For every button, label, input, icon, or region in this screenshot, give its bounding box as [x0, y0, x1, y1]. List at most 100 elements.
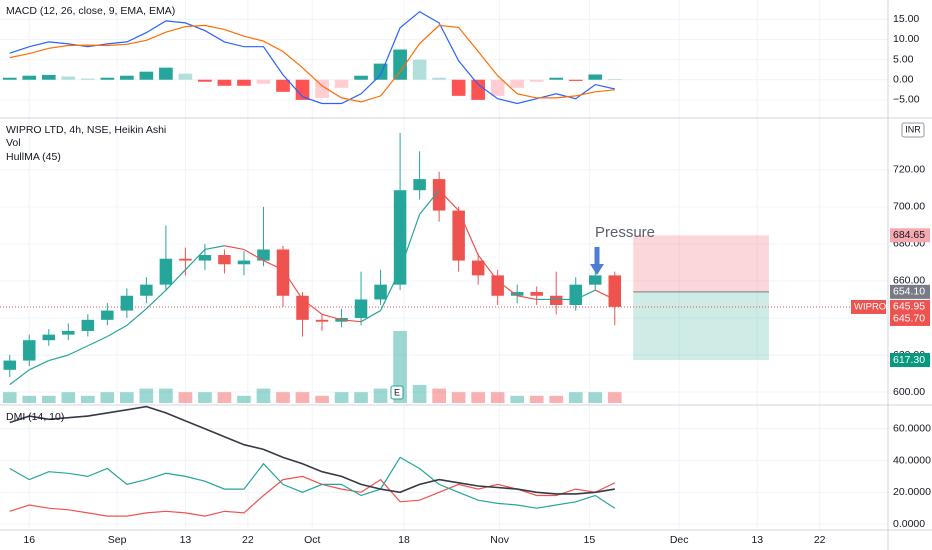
price-tag	[890, 228, 930, 243]
volume-bar	[315, 395, 329, 403]
volume-bar	[139, 388, 154, 403]
y-tick-label: 700.00	[893, 201, 925, 213]
candle-body	[81, 319, 95, 331]
histogram-bar	[80, 78, 95, 80]
x-tick-label: 18	[398, 534, 410, 546]
volume-bar	[588, 392, 603, 403]
macd-title: MACD (12, 26, close, 9, EMA, EMA)	[6, 5, 175, 17]
histogram-bar	[471, 79, 485, 100]
y-tick-label: 60.0000	[893, 423, 931, 435]
candle-body	[413, 179, 426, 191]
candle-body	[452, 210, 465, 261]
volume-bar	[490, 392, 505, 403]
arrow-shaft	[594, 247, 600, 265]
histogram-bar	[120, 75, 134, 80]
candle-body	[3, 360, 17, 370]
currency-label[interactable]: INR	[905, 124, 921, 134]
candle-body	[198, 255, 212, 261]
candle-body	[315, 319, 329, 322]
y-tick-label: 40.0000	[893, 454, 931, 466]
hull-segment	[29, 360, 50, 371]
volume-bar	[529, 395, 544, 403]
hull-segment	[575, 289, 596, 301]
candle-body	[510, 292, 524, 296]
earnings-marker[interactable]	[390, 385, 404, 400]
histogram-bar	[432, 77, 446, 80]
histogram-bar	[139, 71, 154, 80]
x-tick-label: 15	[584, 534, 596, 546]
x-tick-label: 16	[23, 534, 35, 546]
hull-segment	[302, 298, 323, 315]
x-tick-label: Oct	[304, 534, 320, 546]
histogram-bar	[549, 77, 564, 80]
candle-body	[62, 330, 75, 335]
hull-segment	[594, 289, 616, 301]
hull-segment	[282, 269, 304, 300]
histogram-bar	[373, 63, 388, 80]
currency-box[interactable]	[901, 122, 925, 138]
price-tag	[890, 353, 930, 368]
y-tick-label: 600.00	[893, 386, 925, 398]
x-tick-label: 22	[814, 534, 826, 546]
x-tick-label: 13	[751, 534, 763, 546]
volume-bar	[217, 392, 232, 403]
histogram-bar	[412, 59, 427, 80]
dmi-title: DMI (14, 10)	[6, 411, 64, 423]
candle-body	[432, 179, 446, 211]
volume-bar	[120, 392, 134, 403]
histogram-bar	[315, 79, 329, 98]
hull-segment	[224, 245, 245, 251]
volume-bar	[61, 392, 76, 403]
hull-segment	[458, 210, 479, 256]
y-tick-label: 0.0000	[893, 518, 925, 530]
price-tag	[890, 284, 930, 299]
hull-segment	[517, 295, 537, 301]
marks	[0, 10, 888, 517]
histogram-bar	[393, 49, 407, 80]
hull-segment	[341, 319, 362, 323]
target-zone	[633, 235, 769, 292]
volume-bar	[295, 392, 310, 403]
hull-segment	[438, 189, 460, 211]
price-tag-label: 645.95	[893, 301, 925, 313]
candle-body	[374, 284, 387, 300]
x-tick-label: Dec	[670, 534, 689, 546]
histogram-bar	[217, 79, 232, 86]
hull-segment	[477, 254, 499, 282]
volume-bar	[2, 392, 17, 403]
histogram-bar	[490, 79, 505, 96]
earnings-label[interactable]: E	[394, 387, 400, 397]
candle-body	[101, 310, 114, 320]
volume-bar	[22, 395, 37, 403]
hull-label: HullMA (45)	[6, 151, 61, 163]
histogram-bar	[2, 77, 17, 80]
candle-body	[23, 340, 36, 361]
grid	[0, 0, 888, 530]
candle-body	[218, 255, 231, 265]
volume-bar	[237, 395, 251, 403]
x-tick-label: 22	[242, 534, 254, 546]
volume-bar	[510, 395, 525, 403]
histogram-bar	[22, 75, 37, 80]
hull-segment	[399, 214, 421, 271]
signal-line	[9, 24, 615, 103]
histogram-bar	[256, 79, 271, 84]
candle-body	[589, 275, 602, 285]
candle-body	[140, 284, 153, 296]
price-tag	[890, 299, 930, 314]
candle-body	[491, 275, 504, 296]
y-tick-label: −5.00	[893, 94, 920, 106]
price-tag	[890, 311, 930, 326]
hull-segment	[419, 189, 440, 215]
hull-segment	[68, 345, 89, 356]
y-tick-label: 720.00	[893, 164, 925, 176]
candle-body	[237, 260, 251, 265]
histogram-bar	[354, 75, 368, 80]
symbol-tag	[851, 299, 886, 314]
volume-bar	[471, 392, 485, 403]
histogram-bar	[295, 79, 310, 100]
macd-line	[9, 10, 615, 105]
histogram-bar	[568, 79, 583, 81]
candle-body	[179, 258, 192, 261]
volume-bar	[256, 388, 271, 403]
